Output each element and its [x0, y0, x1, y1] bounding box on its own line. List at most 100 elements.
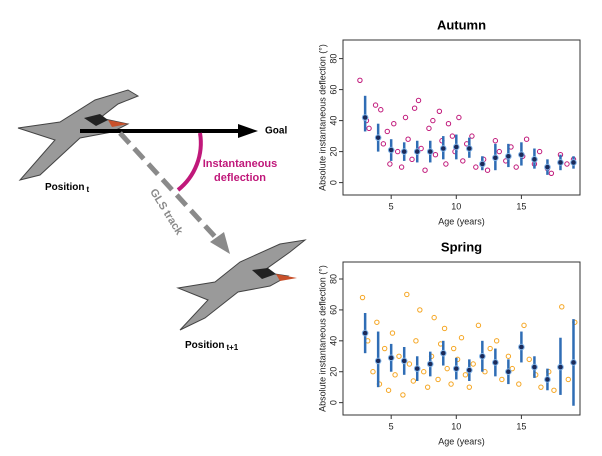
data-point [384, 128, 390, 135]
x-tick-label: 5 [389, 421, 394, 431]
data-point [484, 167, 491, 173]
position-subscript: t [86, 185, 89, 194]
data-point [417, 307, 423, 313]
data-point [462, 372, 469, 378]
data-point [398, 164, 405, 170]
data-point [523, 136, 530, 142]
data-point [432, 152, 439, 158]
data-point [421, 369, 427, 375]
data-point [441, 325, 448, 332]
deflection-arc [176, 132, 203, 192]
data-point [450, 345, 457, 352]
x-tick-label: 10 [451, 421, 461, 431]
mean-point [479, 352, 486, 360]
x-tick-label: 15 [516, 201, 526, 211]
data-point [404, 291, 410, 298]
mean-point [466, 145, 473, 152]
mean-point [557, 363, 564, 371]
goal-label: Goal [265, 126, 287, 137]
data-point [436, 108, 443, 115]
data-point [469, 133, 475, 139]
data-point [473, 164, 479, 170]
mean-point [570, 159, 577, 166]
data-point [400, 392, 406, 398]
y-tick-label: 0 [328, 180, 338, 185]
data-point [389, 330, 396, 336]
mean-point [387, 354, 395, 362]
mean-point [531, 156, 538, 163]
data-point [526, 356, 532, 363]
data-point [366, 125, 372, 132]
data-point [415, 97, 422, 104]
data-point [496, 148, 502, 155]
position-subscript: t+1 [226, 343, 238, 352]
mean-point [466, 366, 473, 374]
track-label: GLS track [147, 187, 185, 238]
mean-point [452, 143, 460, 151]
mean-point [426, 360, 434, 368]
y-tick-label: 20 [328, 367, 338, 377]
data-point [449, 133, 456, 139]
data-point [445, 121, 452, 127]
data-point [516, 381, 522, 387]
deflection-label: Instantaneous [203, 158, 278, 170]
data-point [538, 384, 544, 390]
data-point [505, 353, 512, 359]
data-point [392, 372, 398, 378]
x-tick-label: 15 [516, 421, 526, 431]
data-point [381, 345, 388, 352]
mean-point [374, 357, 382, 365]
data-point [424, 384, 431, 390]
deflection-label: deflection [214, 172, 266, 184]
data-point [430, 117, 436, 124]
data-point [456, 114, 462, 121]
track-arrow [118, 131, 220, 242]
plot-frame [342, 39, 581, 196]
data-point [466, 384, 473, 390]
mean-point [505, 152, 512, 160]
y-tick-label: 40 [328, 116, 338, 126]
data-point [387, 161, 393, 167]
data-point [551, 387, 557, 393]
mean-point [361, 114, 369, 121]
x-axis-label: Age (years) [438, 436, 485, 446]
data-point [402, 114, 409, 121]
data-point [385, 387, 392, 393]
data-point [359, 294, 366, 301]
data-point [435, 376, 441, 383]
mean-point [518, 343, 525, 351]
data-point [426, 125, 432, 132]
data-point [509, 365, 515, 372]
data-point [460, 158, 466, 164]
mean-point [531, 363, 538, 371]
data-point [492, 138, 499, 144]
data-point [372, 102, 379, 108]
mean-point [570, 359, 577, 366]
plot-frame [342, 261, 581, 416]
data-point [413, 338, 419, 344]
mean-point [505, 368, 512, 376]
data-point [422, 167, 428, 173]
mean-point [452, 365, 460, 372]
mean-point [479, 160, 486, 168]
data-point [396, 353, 402, 359]
mean-point [492, 154, 499, 162]
y-axis-label: Absolute instantaneous deflection (°) [317, 265, 327, 412]
y-tick-label: 80 [328, 54, 338, 64]
data-point [536, 148, 543, 155]
data-point [458, 335, 465, 341]
data-point [493, 338, 500, 344]
data-point [548, 170, 555, 177]
data-point [431, 314, 437, 321]
mean-point [544, 163, 551, 171]
data-point [410, 378, 417, 384]
data-point [380, 141, 387, 147]
bird-1 [17, 89, 140, 181]
mean-point [439, 145, 447, 152]
data-point [370, 369, 376, 375]
y-tick-label: 80 [328, 274, 338, 284]
data-point [448, 381, 454, 387]
data-point [357, 77, 363, 84]
data-point [418, 145, 424, 152]
